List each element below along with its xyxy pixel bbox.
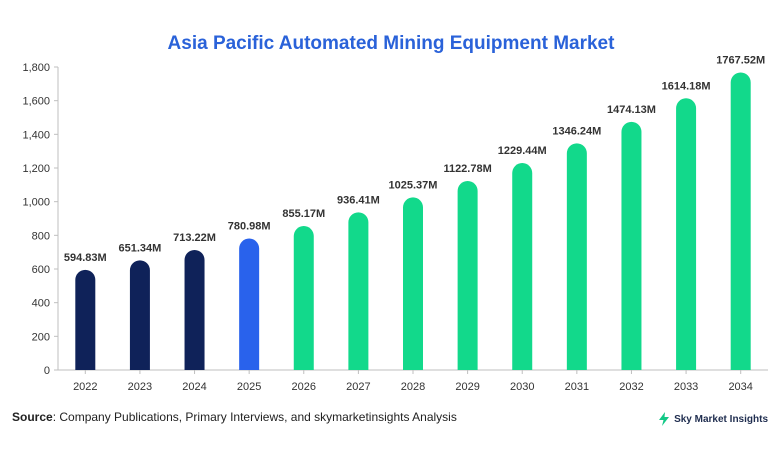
data-label-2032: 1474.13M	[607, 104, 656, 116]
y-tick-label: 400	[32, 298, 50, 310]
source-note: Source: Company Publications, Primary In…	[12, 410, 457, 424]
bar-2034	[730, 72, 751, 370]
y-tick-label: 200	[32, 331, 50, 343]
x-tick-label: 2023	[128, 381, 152, 393]
source-text: : Company Publications, Primary Intervie…	[52, 410, 457, 424]
data-label-2025: 780.98M	[228, 221, 271, 233]
y-tick-label: 1,000	[22, 197, 50, 209]
data-label-2034: 1767.52M	[716, 54, 765, 66]
bar-2030	[512, 163, 533, 370]
bar-chart: 0 200 400 600 800 1,000 1,200 1,400 1,600 1,800 2…	[22, 54, 768, 393]
y-tick-label: 600	[32, 264, 50, 276]
data-label-2024: 713.22M	[173, 232, 216, 244]
bar-2029	[457, 180, 478, 370]
x-tick-label: 2027	[346, 381, 370, 393]
x-tick-label: 2033	[674, 381, 698, 393]
brand-name: Sky Market Insights	[674, 413, 768, 425]
x-axis: 2022 2023 2024 2025 2026 2027 2028 2029 2030 2031…	[58, 369, 768, 393]
data-label-2031: 1346.24M	[552, 125, 601, 137]
x-tick-label: 2026	[292, 381, 316, 393]
x-tick-label: 2030	[510, 381, 534, 393]
y-tick-label: 0	[44, 365, 50, 377]
data-label-2033: 1614.18M	[662, 80, 711, 92]
x-tick-label: 2028	[401, 381, 425, 393]
x-tick-label: 2031	[565, 381, 589, 393]
y-axis: 0 200 400 600 800 1,000 1,200 1,400 1,600 1,800	[22, 62, 59, 377]
source-label: Source	[12, 410, 53, 424]
bar-2022	[75, 269, 96, 370]
x-tick-label: 2029	[455, 381, 479, 393]
bar-2023	[129, 260, 150, 370]
y-tick-label: 1,800	[22, 62, 50, 74]
y-tick-label: 1,600	[22, 96, 50, 108]
bar-2025	[239, 238, 260, 370]
data-label-2023: 651.34M	[119, 242, 162, 254]
data-label-2022: 594.83M	[64, 252, 107, 264]
bar-2033	[676, 98, 697, 370]
bolt-icon	[659, 412, 670, 426]
bar-2027	[348, 212, 369, 370]
y-tick-label: 800	[32, 230, 50, 242]
data-label-2029: 1122.78M	[443, 163, 491, 175]
bar-2028	[403, 197, 423, 370]
data-label-2030: 1229.44M	[498, 145, 547, 157]
chart-title: Asia Pacific Automated Mining Equipment …	[167, 33, 615, 54]
data-label-2027: 936.41M	[337, 194, 380, 206]
y-tick-label: 1,400	[22, 129, 50, 141]
data-label-2026: 855.17M	[282, 208, 325, 220]
y-tick-label: 1,200	[22, 163, 50, 175]
x-tick-label: 2022	[73, 381, 97, 393]
x-tick-label: 2032	[619, 381, 643, 393]
brand-logo: Sky Market Insights	[658, 412, 768, 426]
bars	[75, 72, 751, 370]
bar-2024	[184, 249, 205, 370]
bar-2031	[566, 143, 587, 370]
bar-2026	[293, 226, 314, 370]
x-tick-label: 2024	[182, 381, 206, 393]
x-tick-label: 2025	[237, 381, 261, 393]
bar-2032	[621, 121, 642, 370]
x-tick-label: 2034	[728, 381, 752, 393]
data-label-2028: 1025.37M	[389, 179, 438, 191]
data-labels: 594.83M 651.34M 713.22M 780.98M 855.17M 936.4…	[64, 54, 765, 263]
